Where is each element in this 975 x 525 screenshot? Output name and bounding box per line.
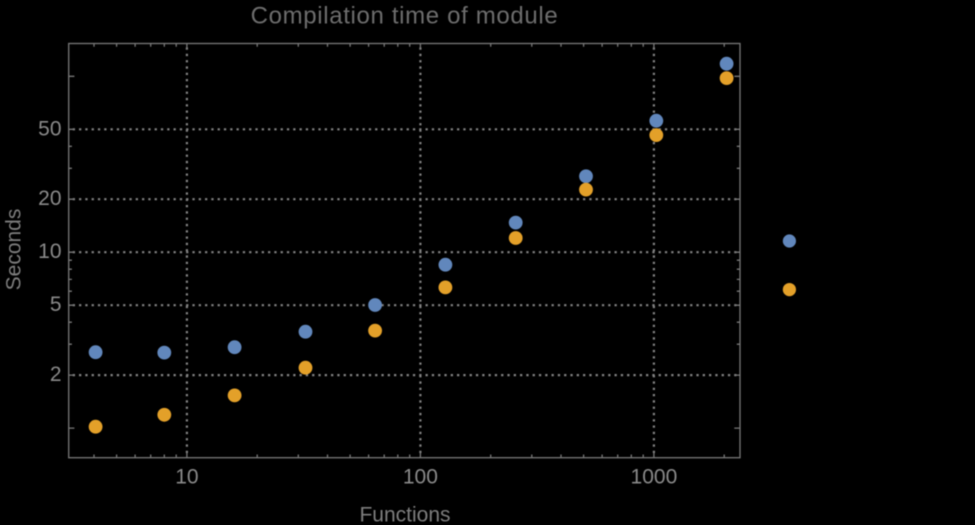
svg-text:Functions: Functions	[359, 503, 450, 525]
svg-text:50: 50	[38, 117, 61, 140]
svg-text:10: 10	[175, 466, 198, 489]
svg-text:Compilation time of module: Compilation time of module	[251, 2, 559, 29]
svg-text:1000: 1000	[631, 466, 678, 489]
svg-text:2: 2	[50, 363, 62, 386]
svg-text:20: 20	[38, 187, 61, 210]
svg-text:100: 100	[403, 466, 438, 489]
svg-text:10: 10	[38, 240, 61, 263]
svg-text:Seconds: Seconds	[3, 209, 26, 291]
svg-text:5: 5	[50, 293, 62, 316]
